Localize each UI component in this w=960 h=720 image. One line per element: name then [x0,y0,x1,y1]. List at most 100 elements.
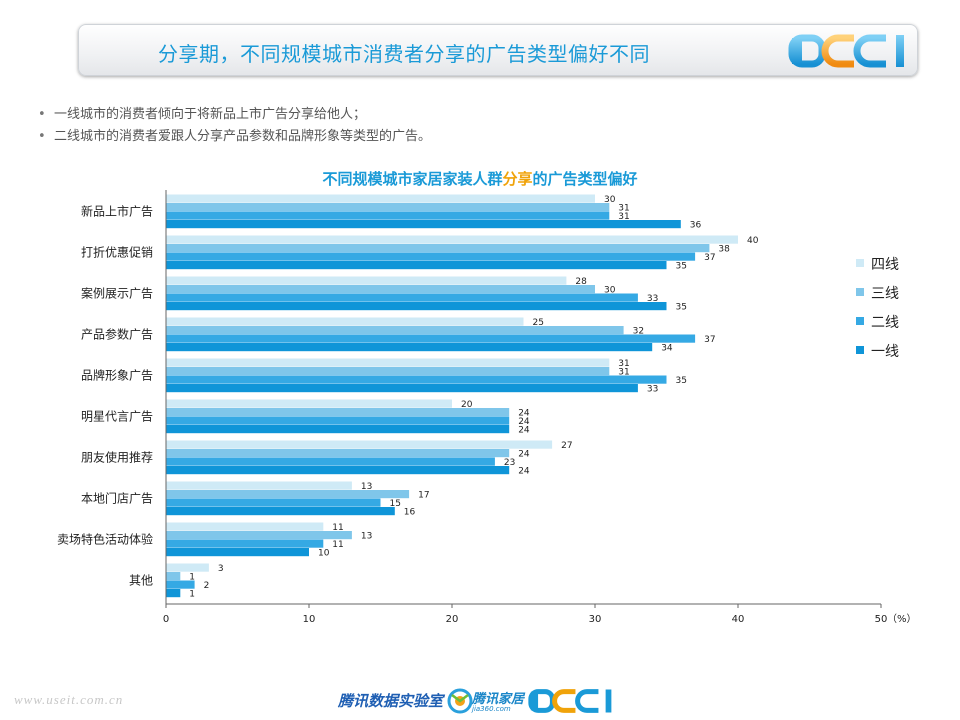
category-label: 明星代言广告 [81,410,153,424]
bar [166,220,681,229]
category-label: 本地门店广告 [81,491,153,506]
data-label: 35 [676,303,687,313]
data-label: 24 [518,467,530,477]
bar [166,457,495,466]
bullet-list: • 一线城市的消费者倾向于将新品上市广告分享给他人； • 二线城市的消费者爱跟人分享… [38,104,431,148]
category-label: 朋友使用推荐 [81,450,153,465]
bar [166,498,381,507]
bullet-item: • 二线城市的消费者爱跟人分享产品参数和品牌形象等类型的广告。 [38,129,432,144]
bar [166,261,667,270]
data-label: 25 [533,318,544,328]
legend-swatch [856,288,864,296]
footer-jiaju-text: 腾讯家居 jia360.com [472,688,524,713]
data-label: 35 [676,376,687,386]
data-label: 10 [318,549,330,559]
chart-title-highlight: 分享 [502,170,533,188]
x-tick-label: 20 [446,614,459,625]
data-label: 31 [618,359,629,369]
category-label: 品牌形象广告 [81,369,153,383]
data-label: 13 [361,482,372,492]
data-label: 1 [189,573,195,583]
data-label: 11 [332,523,343,533]
bar [166,244,710,253]
data-label: 31 [618,204,629,214]
data-label: 33 [647,294,658,304]
bar [166,548,309,557]
bar [166,490,410,499]
bullet-text: 一线城市的消费者倾向于将新品上市广告分享给他人； [54,107,367,122]
category-label: 产品参数广告 [81,327,153,342]
data-label: 27 [561,441,572,451]
footer-jiaju-name: 腾讯家居 [472,692,525,707]
legend-label: 三线 [871,286,899,302]
legend-label: 一线 [871,344,899,360]
footer-dcci-logo [528,688,620,714]
x-tick-label: 50 [875,614,888,625]
bar [166,326,624,335]
category-label: 新品上市广告 [81,204,153,219]
category-label: 打折优惠促销 [81,245,153,260]
bar [166,481,352,490]
data-label: 24 [518,450,530,460]
data-label: 17 [418,491,429,501]
dcci-logo [788,34,916,68]
page-title: 分享期，不同规模城市消费者分享的广告类型偏好不同 [158,42,650,66]
bar [166,211,610,220]
bar [166,203,610,212]
bar [166,302,667,311]
tencent-jiaju-logo [446,686,526,716]
bar [166,252,696,261]
category-label: 案例展示广告 [81,286,153,301]
chart-title-post: 的广告类型偏好 [532,170,638,188]
bar [166,367,610,376]
bar [166,334,696,343]
bar [166,425,510,434]
category-label: 卖场特色活动体验 [57,532,153,547]
footer-lab-name: 腾讯数据实验室 [338,692,444,710]
footer-site: www.useit.com.cn [14,692,124,707]
data-label: 32 [633,327,644,337]
legend-label: 二线 [871,315,899,331]
bar [166,194,595,203]
bar [166,235,738,244]
bar [166,507,395,516]
legend-swatch [856,259,864,267]
legend-label: 四线 [871,257,899,273]
bar [166,358,610,367]
data-label: 2 [204,581,210,591]
bar [166,522,324,531]
bar [166,539,324,548]
bar [166,408,510,417]
data-label: 20 [461,400,473,410]
data-label: 3 [218,564,224,574]
data-label: 30 [604,286,616,296]
title-bar: 分享期，不同规模城市消费者分享的广告类型偏好不同 [78,24,918,76]
data-label: 24 [518,409,530,419]
x-tick-label: 10 [303,614,316,625]
bar [166,285,595,294]
x-tick-label: 40 [732,614,745,625]
bar [166,572,181,581]
data-label: 37 [704,335,715,345]
data-label: 34 [661,344,673,354]
data-label: 16 [404,508,416,518]
unit-label: （%） [887,613,917,625]
bullet-item: • 一线城市的消费者倾向于将新品上市广告分享给他人； [38,107,367,122]
bar [166,276,567,285]
data-label: 35 [676,262,687,272]
chart-title: 不同规模城市家居家装人群分享的广告类型偏好 [0,168,960,189]
x-tick-label: 30 [589,614,602,625]
data-label: 31 [618,368,629,378]
footer-jiaju-sub: jia360.com [472,705,511,713]
data-label: 23 [504,458,515,468]
bar [166,563,209,572]
bar [166,399,452,408]
bar [166,440,553,449]
legend-swatch [856,346,864,354]
data-label: 15 [390,499,401,509]
data-label: 30 [604,195,616,205]
data-label: 36 [690,221,702,231]
data-label: 24 [518,426,530,436]
bar [166,580,195,589]
